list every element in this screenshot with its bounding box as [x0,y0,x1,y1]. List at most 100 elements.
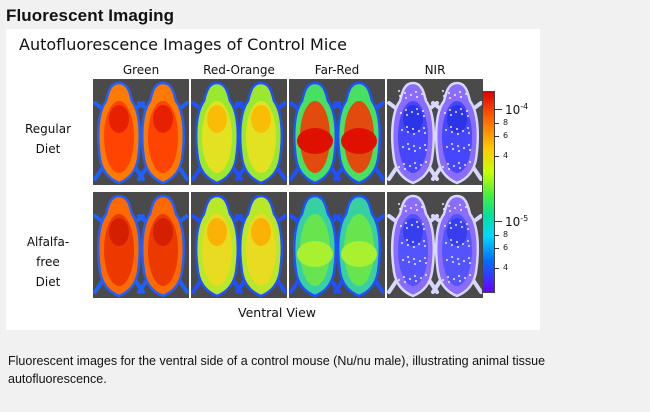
nir-speckle [449,125,453,129]
colorbar-tick [494,248,499,249]
nir-speckle [424,148,428,152]
nir-speckle [443,224,447,228]
nir-speckle [404,209,408,213]
nir-speckle [465,109,469,113]
nir-speckle [459,220,463,224]
nir-speckle [407,147,411,151]
nir-speckle [412,132,416,136]
nir-speckle [467,244,471,248]
mouse-limbs [235,101,287,181]
colorbar-minor-label: 6 [503,131,509,140]
nir-speckle [441,89,445,93]
colorbar-minor-label: 4 [503,151,509,160]
colorbar-tick [494,156,499,157]
image-green-alfalfa-free [93,192,189,298]
mouse-chest [447,105,467,133]
nir-speckle [400,128,404,132]
nir-speckle [450,130,454,134]
nir-speckle [406,130,410,134]
nir-speckle [450,142,454,146]
mouse-limbs [431,214,483,294]
mouse-chest [207,105,227,133]
mouse-chest [207,218,227,246]
nir-speckle [405,125,409,129]
nir-speckle [464,205,468,209]
colorbar-minor-label: 4 [503,263,509,272]
mouse-limbs [137,214,189,294]
colorbar-major-label-bottom: 10-5 [505,214,528,229]
nir-speckle [407,260,411,264]
colorbar-minor-label: 8 [503,118,509,127]
nir-speckle [447,204,451,208]
nir-speckle [447,280,451,284]
nir-speckle [463,163,467,167]
nir-speckle [423,244,427,248]
row-label-line: Diet [35,142,61,156]
row-label-line: Alfalfa-free [26,235,70,269]
nir-speckle [403,167,407,171]
nir-speckle [405,238,409,242]
nir-speckle [422,114,426,118]
colorbar-tick [494,221,502,222]
nir-speckle [451,260,455,264]
nir-speckle [408,277,412,281]
nir-speckle [444,128,448,132]
nir-speckle [413,262,417,266]
mouse-chest [153,105,173,133]
mouse-limbs [387,101,439,181]
colorbar-major-label-top: 10-4 [505,102,528,117]
mouse-limbs [191,214,243,294]
colorbar-minor-label: 6 [503,243,509,252]
nir-speckle [448,108,452,112]
nir-speckle [404,221,408,225]
figure-panel: Autofluorescence Images of Control Mice … [6,29,540,330]
nir-speckle [421,222,425,226]
nir-speckle [403,91,407,95]
mouse-image-svg [191,79,287,185]
nir-speckle [441,278,445,282]
nir-speckle [402,275,406,279]
mouse-chest [109,105,129,133]
nir-speckle [456,245,460,249]
nir-speckle [406,142,410,146]
nir-speckle [424,160,428,164]
nir-speckle [457,262,461,266]
mouse-limbs [289,101,341,181]
colorbar-tick [494,268,499,269]
nir-speckle [412,257,416,261]
tick-base: 10 [505,215,521,229]
colorbar-tick [494,235,499,236]
mouse-gut-signal [297,128,333,154]
nir-speckle [452,277,456,281]
nir-speckle [420,92,424,96]
nir-speckle [405,226,409,230]
nir-speckle [445,258,449,262]
nir-speckle [456,144,460,148]
nir-speckle [414,279,418,283]
nir-speckle [462,146,466,150]
mouse-limbs [333,101,385,181]
nir-speckle [422,239,426,243]
mouse-gut-signal [341,128,377,154]
mouse-limbs [137,101,189,181]
image-far-red-alfalfa-free [289,192,385,298]
nir-speckle [402,162,406,166]
nir-speckle [423,143,427,147]
nir-speckle [444,241,448,245]
nir-speckle [466,227,470,231]
nir-speckle [457,274,461,278]
nir-speckle [420,205,424,209]
colorbar-tick [494,123,499,124]
nir-speckle [406,243,410,247]
figure-title: Autofluorescence Images of Control Mice [19,35,347,54]
nir-speckle [397,278,401,282]
nir-speckle [467,131,471,135]
nir-speckle [458,279,462,283]
image-nir-regular [387,79,483,185]
mouse-chest [153,218,173,246]
nir-speckle [448,209,452,213]
nir-speckle [417,129,421,133]
section-title: Fluorescent Imaging [6,6,175,25]
nir-speckle [398,94,402,98]
nir-speckle [447,91,451,95]
